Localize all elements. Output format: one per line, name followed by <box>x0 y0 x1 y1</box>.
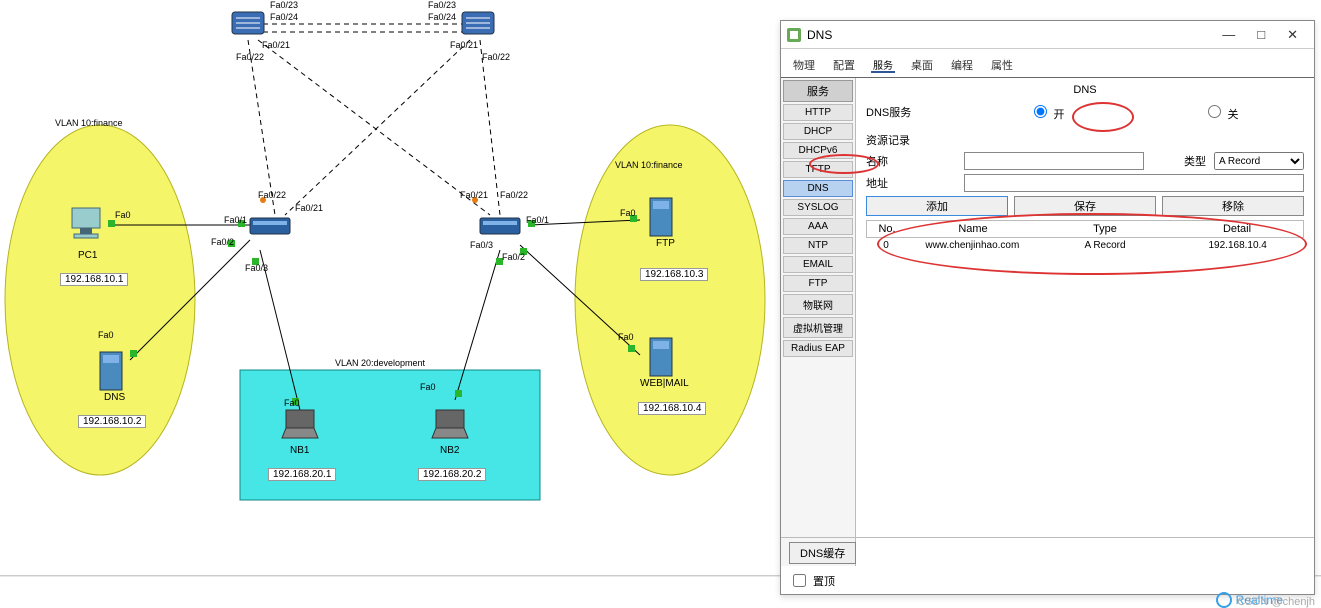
footer: DNS缓存 <box>781 537 1314 568</box>
remove-button[interactable]: 移除 <box>1162 196 1304 216</box>
type-select[interactable]: A Record <box>1214 152 1304 170</box>
name-input[interactable] <box>964 152 1144 170</box>
tab-config[interactable]: 配置 <box>831 55 857 77</box>
p: Fa0/2 <box>211 237 234 247</box>
table-header: No. Name Type Detail <box>866 220 1304 238</box>
window-title: DNS <box>807 28 1222 42</box>
nb1-port: Fa0 <box>284 398 300 408</box>
web-port: Fa0 <box>618 332 634 342</box>
ftp-ip: 192.168.10.3 <box>640 268 708 281</box>
p: Fa0/3 <box>245 263 268 273</box>
pc1-port: Fa0 <box>115 210 131 220</box>
web-label: WEB|MAIL <box>640 378 689 389</box>
nb1-label: NB1 <box>290 445 309 456</box>
addr-input[interactable] <box>964 174 1304 192</box>
vlan20-label: VLAN 20:development <box>335 358 425 368</box>
ftp-port: Fa0 <box>620 208 636 218</box>
sidebar-aaa[interactable]: AAA <box>783 218 853 235</box>
topmost-checkbox[interactable]: 置顶 <box>789 571 835 590</box>
p: Fa0/23 <box>270 0 298 10</box>
dns-panel: DNS DNS服务 开 关 资源记录 名称 类型 A Record 地址 添加 … <box>856 78 1314 566</box>
nb2-label: NB2 <box>440 445 459 456</box>
dns-ip: 192.168.10.2 <box>78 415 146 428</box>
p: Fa0/23 <box>428 0 456 10</box>
tab-physical[interactable]: 物理 <box>791 55 817 77</box>
vlan10-label-left: VLAN 10:finance <box>55 118 123 128</box>
sidebar-ftp[interactable]: FTP <box>783 275 853 292</box>
tab-programming[interactable]: 编程 <box>949 55 975 77</box>
p: Fa0/1 <box>224 215 247 225</box>
sidebar-tftp[interactable]: TFTP <box>783 161 853 178</box>
sidebar-email[interactable]: EMAIL <box>783 256 853 273</box>
sidebar-dhcp[interactable]: DHCP <box>783 123 853 140</box>
app-icon <box>787 28 801 42</box>
addr-label: 地址 <box>866 175 956 191</box>
dns-label: DNS <box>104 392 125 403</box>
p: Fa0/22 <box>500 190 528 200</box>
sidebar-iot[interactable]: 物联网 <box>783 294 853 315</box>
close-button[interactable]: ✕ <box>1287 28 1298 41</box>
service-label: DNS服务 <box>866 104 956 120</box>
topology-svg <box>0 0 780 608</box>
p: Fa0/2 <box>502 252 525 262</box>
titlebar[interactable]: DNS — □ ✕ <box>781 21 1314 49</box>
tabs: 物理 配置 服务 桌面 编程 属性 <box>781 49 1314 78</box>
nb2-port: Fa0 <box>420 382 436 392</box>
sidebar-dns[interactable]: DNS <box>783 180 853 197</box>
pc1-ip: 192.168.10.1 <box>60 273 128 286</box>
dns-port: Fa0 <box>98 330 114 340</box>
watermark: CSDN @chenjh <box>1237 596 1315 608</box>
nb2-ip: 192.168.20.2 <box>418 468 486 481</box>
p: Fa0/22 <box>482 52 510 62</box>
p: Fa0/22 <box>236 52 264 62</box>
name-label: 名称 <box>866 153 956 169</box>
records-label: 资源记录 <box>866 132 910 148</box>
sidebar-dhcpv6[interactable]: DHCPv6 <box>783 142 853 159</box>
sidebar-header: 服务 <box>783 80 853 102</box>
tab-services[interactable]: 服务 <box>871 55 895 73</box>
web-ip: 192.168.10.4 <box>638 402 706 415</box>
tab-attributes[interactable]: 属性 <box>989 55 1015 77</box>
sidebar-ntp[interactable]: NTP <box>783 237 853 254</box>
add-button[interactable]: 添加 <box>866 196 1008 216</box>
p: Fa0/21 <box>460 190 488 200</box>
ftp-label: FTP <box>656 238 675 249</box>
nb1-ip: 192.168.20.1 <box>268 468 336 481</box>
p: Fa0/21 <box>450 40 478 50</box>
p: Fa0/3 <box>470 240 493 250</box>
p: Fa0/21 <box>262 40 290 50</box>
radio-off[interactable]: 关 <box>1138 102 1304 122</box>
save-button[interactable]: 保存 <box>1014 196 1156 216</box>
dns-window: DNS — □ ✕ 物理 配置 服务 桌面 编程 属性 服务 HTTP DHCP… <box>780 20 1315 595</box>
sidebar-http[interactable]: HTTP <box>783 104 853 121</box>
panel-title: DNS <box>866 84 1304 96</box>
p: Fa0/24 <box>428 12 456 22</box>
p: Fa0/21 <box>295 203 323 213</box>
services-sidebar: 服务 HTTP DHCP DHCPv6 TFTP DNS SYSLOG AAA … <box>781 78 856 566</box>
p: Fa0/22 <box>258 190 286 200</box>
sidebar-vm[interactable]: 虚拟机管理 <box>783 317 853 338</box>
pc1-label: PC1 <box>78 250 97 261</box>
dns-cache-button[interactable]: DNS缓存 <box>789 542 856 564</box>
tab-desktop[interactable]: 桌面 <box>909 55 935 77</box>
p: Fa0/1 <box>526 215 549 225</box>
sidebar-syslog[interactable]: SYSLOG <box>783 199 853 216</box>
radio-on[interactable]: 开 <box>964 102 1130 122</box>
maximize-button[interactable]: □ <box>1257 28 1265 41</box>
type-label: 类型 <box>1184 153 1206 169</box>
table-row[interactable]: 0 www.chenjinhao.com A Record 192.168.10… <box>866 238 1304 253</box>
p: Fa0/24 <box>270 12 298 22</box>
vlan10-label-right: VLAN 10:finance <box>615 160 683 170</box>
sidebar-radius[interactable]: Radius EAP <box>783 340 853 357</box>
minimize-button[interactable]: — <box>1222 28 1235 41</box>
